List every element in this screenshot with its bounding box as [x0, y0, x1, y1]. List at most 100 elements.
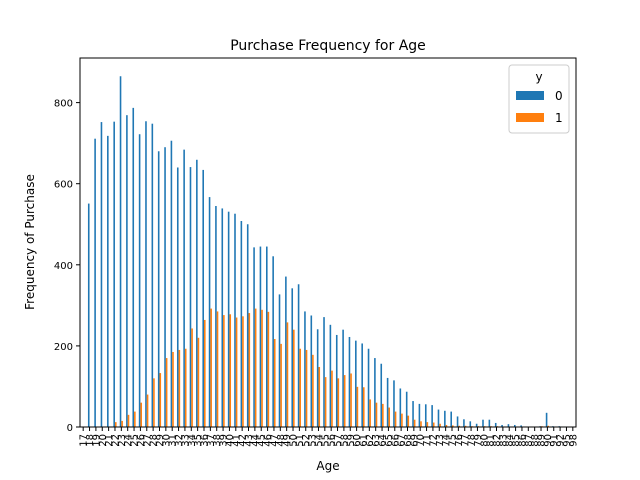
x-tick-label: 32 [174, 434, 185, 447]
bar-series-0 [342, 329, 344, 427]
y-tick-label: 600 [54, 180, 73, 191]
bar-series-1 [216, 311, 219, 427]
bar-series-1 [229, 314, 232, 427]
bar-series-1 [464, 425, 467, 427]
bar-series-0 [405, 391, 408, 427]
x-tick-label: 48 [276, 434, 287, 447]
x-tick-label: 53 [308, 434, 319, 447]
bar-series-1 [223, 315, 225, 427]
x-tick-label: 19 [91, 434, 102, 447]
bar-series-0 [399, 388, 402, 427]
bar-series-1 [420, 421, 422, 427]
bar-series-1 [121, 420, 123, 427]
bar-series-0 [412, 401, 414, 427]
bar-series-0 [361, 343, 363, 427]
bar-series-1 [343, 375, 346, 427]
bar-series-1 [261, 309, 263, 427]
bar-series-1 [204, 319, 206, 427]
x-tick-label: 65 [384, 434, 395, 447]
x-tick-label: 64 [378, 434, 389, 447]
bar-series-0 [170, 140, 173, 427]
bar-series-1 [299, 348, 301, 427]
x-tick-label: 60 [352, 434, 363, 447]
bar-series-1 [248, 313, 251, 427]
x-tick-label: 23 [117, 434, 128, 447]
x-tick-label: 20 [98, 434, 109, 447]
bar-series-0 [335, 334, 338, 427]
x-tick-label: 47 [269, 434, 280, 447]
bar-series-1 [305, 349, 308, 427]
x-tick-label: 98 [568, 434, 579, 447]
x-tick-label: 70 [416, 434, 427, 447]
bar-series-0 [329, 324, 332, 427]
bar-series-0 [151, 123, 154, 427]
x-tick-label: 29 [155, 434, 166, 447]
bar-series-1 [350, 373, 352, 427]
x-tick-label: 81 [486, 434, 497, 447]
bar-series-0 [87, 203, 90, 427]
x-tick-label: 44 [250, 434, 261, 447]
bar-series-0 [208, 197, 211, 427]
x-tick-label: 71 [422, 434, 433, 447]
x-tick-label: 61 [358, 434, 369, 447]
bars [87, 76, 561, 428]
x-tick-label: 38 [212, 434, 223, 447]
x-tick-label: 76 [454, 434, 465, 447]
bar-series-0 [424, 404, 427, 427]
bar-series-0 [545, 412, 548, 427]
y-tick-label: 400 [54, 261, 73, 272]
bar-series-1 [375, 402, 378, 427]
bar-series-1 [407, 415, 410, 427]
x-tick-label: 31 [168, 434, 179, 447]
x-tick-label: 46 [263, 434, 274, 447]
x-tick-label: 77 [460, 434, 471, 447]
bar-series-0 [374, 358, 376, 427]
bar-series-0 [164, 147, 166, 427]
bar-series-1 [153, 378, 155, 427]
bar-series-0 [138, 134, 141, 427]
bar-series-0 [475, 423, 478, 427]
x-tick-label: 83 [498, 434, 509, 447]
bar-series-1 [331, 370, 333, 427]
x-tick-label: 28 [149, 434, 160, 447]
bar-series-1 [432, 422, 435, 427]
x-tick-label: 35 [193, 434, 204, 447]
x-tick-label: 57 [333, 434, 344, 447]
bar-series-0 [94, 138, 96, 427]
bar-series-0 [145, 121, 147, 427]
x-tick-label: 37 [206, 434, 217, 447]
bar-series-1 [312, 354, 314, 427]
bar-series-0 [126, 115, 128, 427]
y-tick-label: 200 [54, 342, 73, 353]
x-tick-label: 72 [428, 434, 439, 447]
bar-series-1 [184, 348, 187, 427]
bar-series-0 [418, 403, 421, 427]
bar-series-0 [266, 246, 268, 427]
bar-series-0 [520, 425, 522, 427]
bar-series-1 [165, 358, 168, 427]
x-tick-label: 25 [130, 434, 141, 447]
x-tick-label: 58 [339, 434, 350, 447]
bar-series-0 [463, 419, 465, 427]
x-tick-label: 91 [549, 434, 560, 447]
bar-series-1 [267, 311, 270, 427]
bar-series-1 [458, 425, 460, 427]
bar-series-1 [382, 403, 384, 427]
x-tick-label: 75 [448, 434, 459, 447]
x-tick-label: 66 [390, 434, 401, 447]
x-tick-label: 45 [257, 434, 268, 447]
bar-series-0 [215, 206, 217, 427]
bar-series-0 [297, 284, 300, 427]
bar-series-0 [234, 213, 236, 427]
bar-series-0 [285, 276, 287, 427]
x-tick-label: 26 [136, 434, 147, 447]
x-tick-label: 78 [467, 434, 478, 447]
bar-series-0 [196, 159, 198, 427]
bar-series-1 [114, 422, 117, 427]
bar-series-0 [202, 169, 204, 427]
x-tick-label: 67 [397, 434, 408, 447]
x-tick-label: 90 [543, 434, 554, 447]
bar-series-1 [388, 407, 390, 427]
x-axis: 1718192021222324252627282930313233343536… [79, 427, 579, 447]
